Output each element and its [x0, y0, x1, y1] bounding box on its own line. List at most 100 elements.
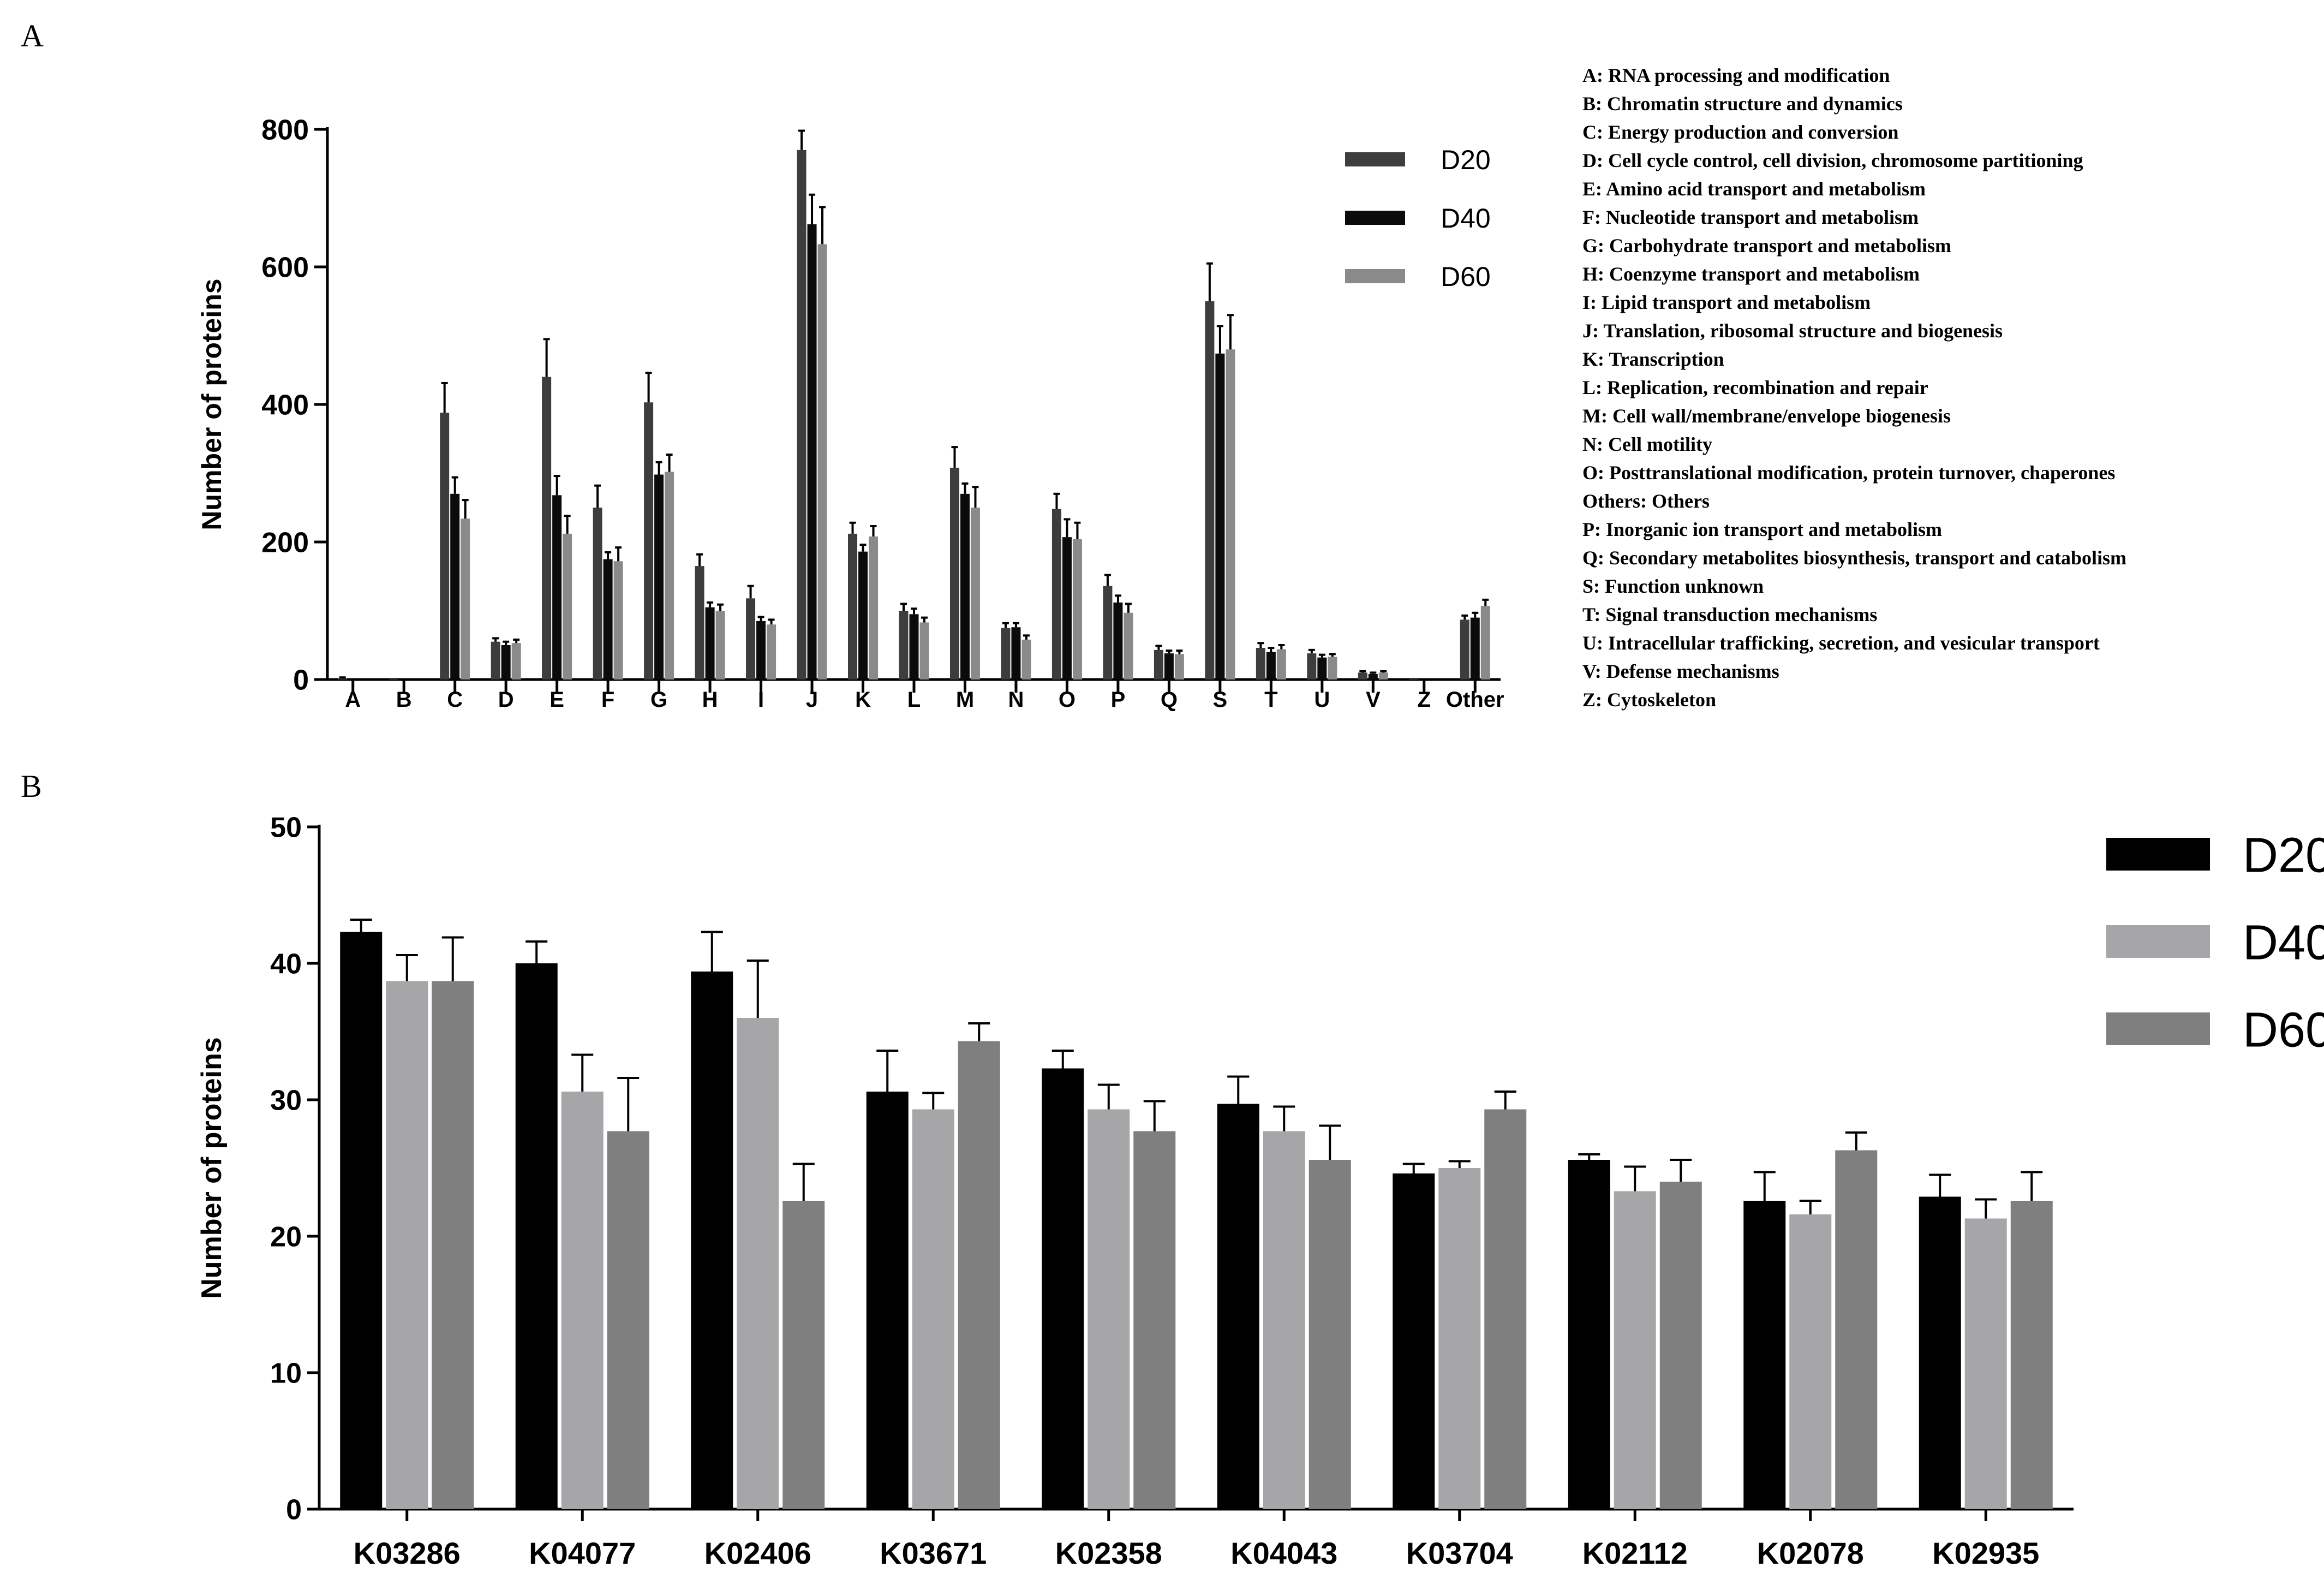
panel-b-letter: B — [21, 768, 42, 804]
x-tick-label: B — [396, 688, 412, 712]
x-tick-label: H — [702, 688, 718, 712]
bar-d40-m — [960, 493, 970, 680]
x-tick-label: V — [1366, 688, 1381, 712]
category-key-entry: F: Nucleotide transport and metabolism — [1582, 206, 1919, 228]
bar-d20-k02358 — [1042, 1068, 1084, 1509]
bar-d40-q — [1164, 653, 1174, 680]
bar-d60-k03704 — [1484, 1109, 1527, 1509]
x-tick-label: U — [1314, 688, 1330, 712]
bar-d20-q — [1154, 649, 1163, 680]
x-tick-label: K02078 — [1757, 1536, 1864, 1570]
x-tick-label: K02406 — [704, 1536, 811, 1570]
bar-d20-k03286 — [340, 932, 383, 1509]
bar-d40-l — [909, 614, 919, 680]
bar-d20-m — [949, 467, 959, 680]
legend-swatch-d40 — [2106, 925, 2210, 958]
x-tick-label: D — [498, 688, 514, 712]
bar-d20-i — [746, 598, 756, 680]
y-tick-label: 800 — [261, 115, 309, 146]
y-tick-label: 30 — [270, 1085, 302, 1117]
bar-d40-k02406 — [737, 1018, 779, 1509]
x-tick-label: K04043 — [1230, 1536, 1337, 1570]
x-tick-label: P — [1111, 688, 1126, 712]
y-tick-label: 40 — [270, 949, 302, 980]
category-key-entry: A: RNA processing and modification — [1582, 64, 1890, 86]
bar-d20-k02935 — [1919, 1196, 1961, 1509]
bar-d40-e — [552, 495, 562, 680]
bar-d60-j — [817, 244, 827, 680]
category-key-entry: L: Replication, recombination and repair — [1582, 377, 1928, 398]
panel-a-letter: A — [21, 18, 44, 53]
bar-d20-e — [542, 377, 552, 680]
category-key-entry: G: Carbohydrate transport and metabolism — [1582, 235, 1951, 257]
bar-d60-o — [1072, 539, 1082, 680]
legend-label-d60: D60 — [2243, 1003, 2324, 1057]
bar-d40-u — [1317, 657, 1327, 680]
x-tick-label: E — [549, 688, 564, 712]
bar-d40-k02935 — [1964, 1218, 2007, 1509]
bar-d60-k02112 — [1659, 1182, 1702, 1509]
category-key-entry: Q: Secondary metabolites biosynthesis, t… — [1582, 547, 2126, 569]
x-tick-label: N — [1008, 688, 1024, 712]
category-key-entry: H: Coenzyme transport and metabolism — [1582, 263, 1920, 285]
x-tick-label: T — [1264, 688, 1277, 712]
bar-d60-d — [511, 643, 521, 680]
bar-d40-s — [1215, 353, 1225, 680]
bar-d40-p — [1113, 602, 1123, 680]
bar-d40-j — [807, 224, 817, 680]
category-key-entry: V: Defense mechanisms — [1582, 660, 1779, 682]
legend-swatch-d20 — [1345, 152, 1405, 166]
bar-d20-n — [1001, 628, 1011, 680]
bar-d40-f — [603, 559, 613, 680]
bar-d20-k04077 — [515, 963, 558, 1509]
bar-d40-k02358 — [1088, 1109, 1130, 1509]
category-key-entry: T: Signal transduction mechanisms — [1582, 604, 1877, 625]
y-tick-label: 400 — [261, 390, 309, 421]
bar-d60-k02935 — [2010, 1201, 2053, 1509]
bar-d20-o — [1052, 509, 1061, 680]
category-key-entry: O: Posttranslational modification, prote… — [1582, 462, 2115, 484]
bar-d20-f — [593, 508, 602, 680]
x-tick-label: M — [956, 688, 974, 712]
bar-d20-u — [1307, 653, 1317, 680]
category-key-entry: K: Transcription — [1582, 348, 1724, 370]
x-tick-label: K04077 — [529, 1536, 636, 1570]
category-key-entry: I: Lipid transport and metabolism — [1582, 291, 1871, 313]
bar-d60-l — [919, 622, 929, 680]
bar-d60-v — [1378, 672, 1388, 680]
x-tick-label: K02935 — [1932, 1536, 2039, 1570]
bar-d40-o — [1062, 537, 1072, 680]
bar-d20-g — [644, 402, 654, 680]
x-tick-label: G — [650, 688, 667, 712]
bar-d20-k03671 — [866, 1092, 909, 1509]
bar-d60-e — [563, 533, 572, 680]
category-key-entry: D: Cell cycle control, cell division, ch… — [1582, 150, 2083, 171]
category-key-entry: S: Function unknown — [1582, 575, 1764, 597]
bar-d20-k02112 — [1568, 1160, 1610, 1509]
category-key-entry: M: Cell wall/membrane/envelope biogenesi… — [1582, 405, 1951, 427]
bar-d40-c — [450, 493, 460, 680]
bar-d40-v — [1368, 674, 1378, 680]
legend-label-d60: D60 — [1441, 261, 1491, 292]
bar-d40-k03286 — [386, 981, 428, 1509]
bar-d40-d — [501, 645, 511, 680]
x-tick-label: L — [907, 688, 921, 712]
y-tick-label: 10 — [270, 1358, 302, 1390]
bar-d60-u — [1328, 657, 1337, 680]
legend-label-d20: D20 — [1441, 145, 1491, 175]
bar-d60-f — [613, 561, 623, 680]
bar-d40-n — [1011, 627, 1021, 680]
bar-d20-k02078 — [1743, 1201, 1786, 1509]
y-axis-title: Number of proteins — [196, 278, 227, 530]
bar-d60-q — [1174, 654, 1184, 680]
y-tick-label: 20 — [270, 1221, 302, 1253]
y-axis-title: Number of proteins — [196, 1037, 228, 1299]
x-tick-label: S — [1213, 688, 1228, 712]
x-tick-label: K02112 — [1582, 1536, 1688, 1570]
bar-d60-i — [767, 624, 776, 680]
bar-d40-i — [756, 621, 766, 680]
x-tick-label: K — [855, 688, 871, 712]
bar-d20-other — [1460, 619, 1469, 680]
legend-swatch-d20 — [2106, 838, 2210, 871]
x-tick-label: Z — [1418, 688, 1431, 712]
